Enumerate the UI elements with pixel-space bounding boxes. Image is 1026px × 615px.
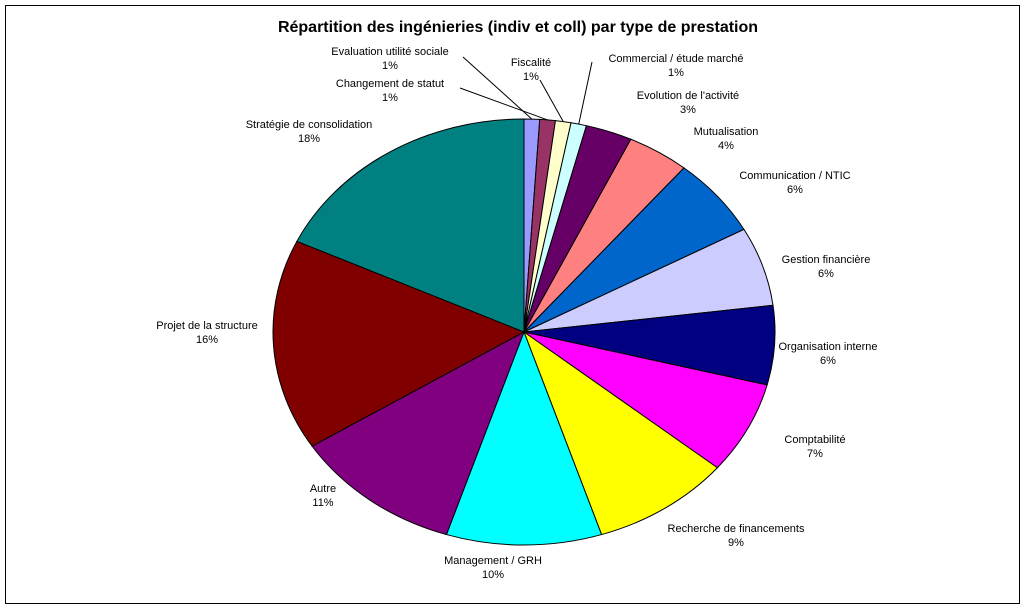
slice-label: Management / GRH <box>444 555 542 567</box>
slice-label: Projet de la structure <box>156 320 258 332</box>
pie-slice <box>311 330 525 536</box>
slice-value-label: 18% <box>298 133 320 145</box>
slice-value-label: 16% <box>196 334 218 346</box>
slice-value-label: 6% <box>818 268 834 280</box>
slice-value-label: 7% <box>807 448 823 460</box>
slice-label: Autre <box>310 483 336 495</box>
pie-slice <box>296 118 525 333</box>
slice-label: Stratégie de consolidation <box>246 119 373 131</box>
leader-line <box>459 87 548 121</box>
slice-value-label: 11% <box>312 497 333 509</box>
slice-label: Organisation interne <box>778 341 877 353</box>
slice-label: Mutualisation <box>694 126 759 138</box>
slice-value-label: 10% <box>482 569 504 581</box>
pie-slice <box>523 331 768 469</box>
slice-value-label: 1% <box>382 92 398 104</box>
slice-label: Recherche de financements <box>668 523 805 535</box>
slice-value-label: 3% <box>680 104 696 116</box>
slice-label: Gestion financière <box>782 254 871 266</box>
slice-value-label: 1% <box>668 67 684 79</box>
slice-label: Communication / NTIC <box>739 170 850 182</box>
slice-label: Evolution de l'activité <box>637 90 739 102</box>
slice-value-label: 4% <box>718 140 734 152</box>
pie-slice <box>522 330 719 536</box>
slice-label: Commercial / étude marché <box>608 53 743 65</box>
slice-label: Fiscalité <box>511 57 551 69</box>
leader-line <box>462 56 533 120</box>
pie-slice <box>272 240 526 447</box>
slice-value-label: 1% <box>382 60 398 72</box>
chart-title: Répartition des ingénieries (indiv et co… <box>278 19 758 36</box>
slice-label: Comptabilité <box>784 434 845 446</box>
pie-slice <box>445 330 603 546</box>
slice-value-label: 6% <box>787 184 803 196</box>
slice-value-label: 1% <box>523 71 539 83</box>
slice-value-label: 9% <box>728 537 744 549</box>
leader-line <box>578 61 593 125</box>
leader-line <box>539 79 564 122</box>
slice-label: Evaluation utilité sociale <box>331 46 448 58</box>
slice-value-label: 6% <box>820 355 836 367</box>
slice-label: Changement de statut <box>336 78 444 90</box>
